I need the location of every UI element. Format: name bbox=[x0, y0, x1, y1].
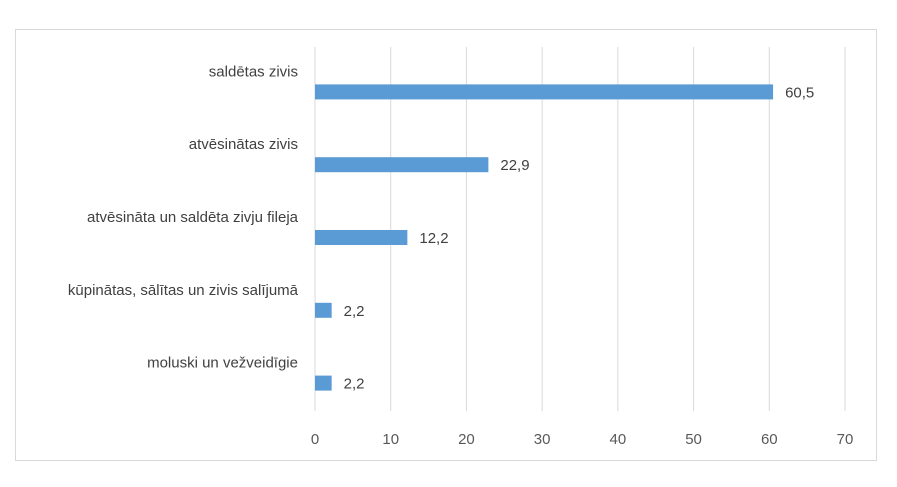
x-tick-label: 50 bbox=[685, 431, 702, 448]
data-label: 60,5 bbox=[785, 84, 814, 101]
bar bbox=[315, 84, 774, 100]
data-label: 22,9 bbox=[500, 157, 529, 174]
category-label: moluski un vežveidīgie bbox=[147, 355, 298, 372]
x-tick-label: 30 bbox=[534, 431, 551, 448]
bar-chart: 0 10 20 30 40 50 60 70 saldētas zivis 60,5 atvēsin… bbox=[68, 47, 853, 448]
grid-lines bbox=[314, 47, 846, 411]
bar bbox=[315, 375, 332, 391]
bar bbox=[315, 302, 332, 318]
category-label: atvēsinātas zivis bbox=[189, 136, 298, 153]
category-label: saldētas zivis bbox=[209, 63, 298, 80]
x-tick-label: 10 bbox=[382, 431, 399, 448]
category-label: atvēsināta un saldēta zivju fileja bbox=[87, 209, 299, 226]
labels: 0 10 20 30 40 50 60 70 saldētas zivis 60,5 atvēsin… bbox=[68, 63, 853, 448]
x-tick-label: 70 bbox=[837, 431, 854, 448]
x-tick-label: 60 bbox=[761, 431, 778, 448]
x-tick-label: 40 bbox=[610, 431, 627, 448]
data-label: 12,2 bbox=[419, 230, 448, 247]
category-label: kūpinātas, sālītas un zivis salījumā bbox=[68, 282, 299, 299]
bars bbox=[315, 84, 774, 391]
x-tick-label: 20 bbox=[458, 431, 475, 448]
x-tick-label: 0 bbox=[311, 431, 319, 448]
data-label: 2,2 bbox=[344, 303, 365, 320]
bar bbox=[315, 157, 489, 173]
chart-frame: 0 10 20 30 40 50 60 70 saldētas zivis 60,5 atvēsin… bbox=[15, 29, 877, 461]
data-label: 2,2 bbox=[344, 376, 365, 393]
bar bbox=[315, 230, 408, 245]
